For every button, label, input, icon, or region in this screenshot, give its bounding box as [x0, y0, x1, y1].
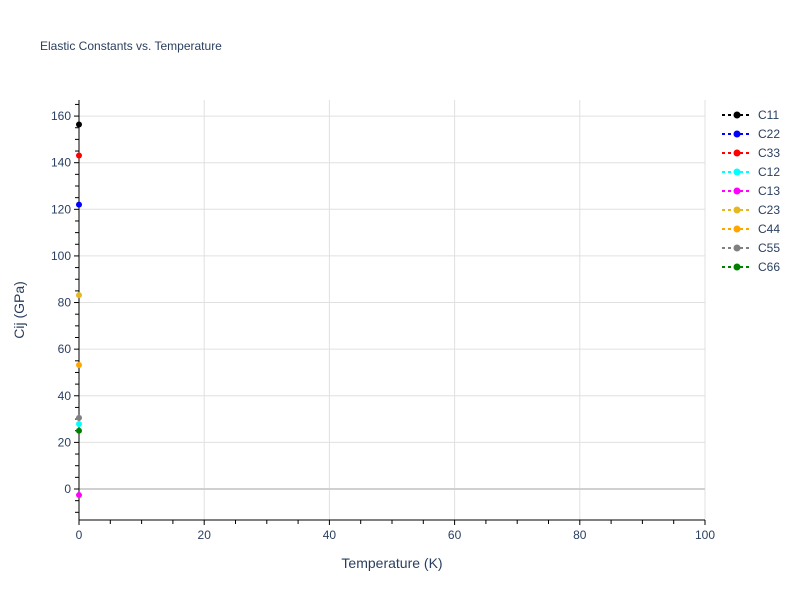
y-tick-label: 40	[58, 389, 72, 403]
y-axis-label: Cij (GPa)	[11, 281, 27, 339]
x-tick-label: 80	[573, 528, 587, 542]
x-tick-label: 40	[323, 528, 337, 542]
y-tick-label: 20	[58, 435, 72, 449]
legend-label: C12	[758, 165, 780, 179]
y-tick-label: 0	[64, 482, 71, 496]
data-point-c23	[76, 292, 82, 299]
legend-marker-c55	[733, 244, 741, 252]
legend-marker-c13	[733, 187, 741, 195]
legend-label: C44	[758, 222, 780, 236]
data-marks	[76, 121, 82, 499]
data-point-c11	[76, 121, 82, 128]
x-tick-label: 100	[695, 528, 715, 542]
legend-marker-c44	[733, 225, 741, 233]
y-tick-label: 80	[58, 296, 72, 310]
legend-marker-c22	[733, 130, 741, 138]
y-tick-label: 140	[51, 156, 71, 170]
legend-label: C55	[758, 241, 780, 255]
data-point-c44	[76, 362, 82, 369]
legend-marker-c33	[733, 149, 741, 157]
legend-marker-c11	[733, 111, 741, 119]
legend-label: C33	[758, 146, 780, 160]
legend: C11 C22 C33 C12 C13 C23 C44 C55 C66	[722, 108, 780, 274]
legend-marker-c23	[733, 206, 741, 214]
x-tick-label: 60	[448, 528, 462, 542]
legend-label: C11	[758, 108, 779, 122]
legend-marker-c66	[733, 263, 741, 271]
data-point-c66	[76, 427, 82, 434]
x-tick-label: 0	[76, 528, 83, 542]
data-point-c33	[76, 152, 82, 159]
grid	[79, 100, 706, 520]
y-tick-label: 120	[51, 202, 71, 216]
legend-label: C23	[758, 203, 780, 217]
data-point-c12	[76, 420, 82, 427]
y-tick-label: 60	[58, 342, 72, 356]
legend-label: C13	[758, 184, 780, 198]
y-tick-label: 100	[51, 249, 71, 263]
chart-title: Elastic Constants vs. Temperature	[40, 39, 222, 53]
axes: 0 20 40 60 80 100 0 20 40 60 80 100 120 140 160	[51, 100, 715, 542]
data-point-c22	[76, 201, 82, 208]
legend-label: C22	[758, 127, 780, 141]
x-axis-label: Temperature (K)	[341, 555, 442, 571]
legend-label: C66	[758, 260, 780, 274]
data-point-c13	[76, 492, 82, 499]
data-point-c55	[76, 414, 82, 421]
legend-marker-c12	[733, 168, 741, 176]
y-tick-label: 160	[51, 109, 71, 123]
x-tick-label: 20	[198, 528, 212, 542]
